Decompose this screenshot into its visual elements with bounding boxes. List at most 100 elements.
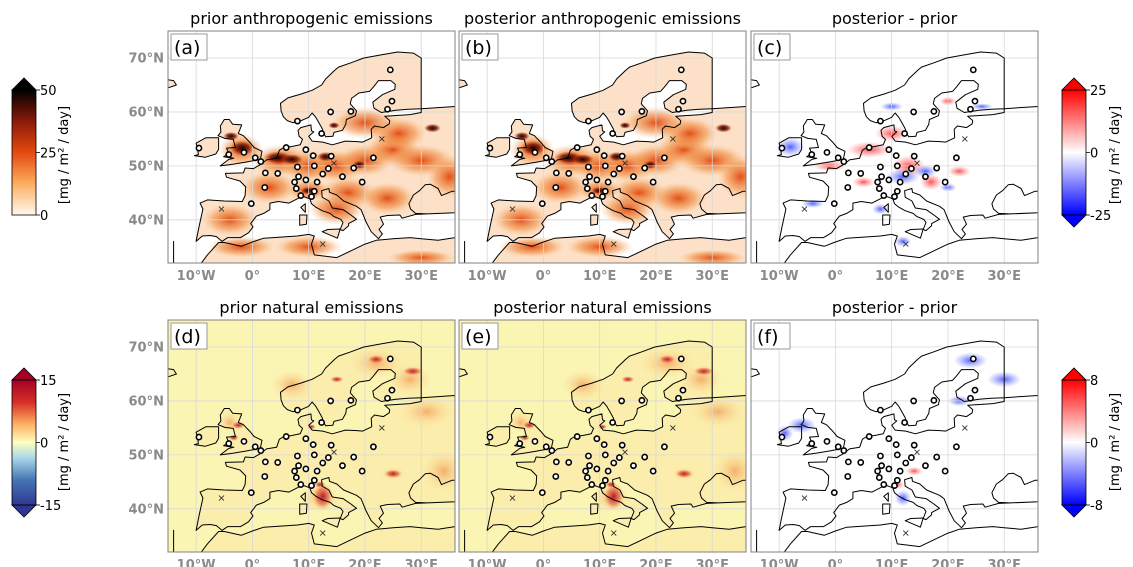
- station-marker: [902, 459, 910, 467]
- lon-tick-label: 20°E: [931, 269, 964, 284]
- colorbar-extend-min: [1061, 504, 1087, 518]
- coastline: [776, 137, 803, 158]
- emission-field: [280, 154, 304, 165]
- station-marker: [877, 452, 884, 460]
- station-marker: [313, 178, 321, 186]
- lon-tick-label: 30°E: [695, 558, 728, 567]
- station-marker: [641, 453, 649, 461]
- station-marker: [225, 151, 233, 158]
- coastline: [612, 228, 632, 239]
- colorbar-extend-max: [11, 367, 37, 381]
- station-marker: [384, 105, 391, 113]
- coastline: [904, 517, 924, 528]
- station-marker: [310, 451, 318, 459]
- coastline: [195, 340, 455, 531]
- emission-field: [619, 122, 631, 129]
- station-marker: [327, 108, 335, 116]
- colorbar-extend-max: [11, 77, 37, 91]
- station-marker: [302, 465, 310, 473]
- station-marker: [257, 158, 265, 165]
- station-marker: [877, 117, 884, 125]
- station-marker: [857, 170, 865, 177]
- station-cross-marker: [914, 449, 920, 456]
- colorbar-gradient: [12, 90, 36, 215]
- lon-tick-label: 10°W: [177, 269, 216, 284]
- coastline: [590, 214, 599, 226]
- colorbar-label: [mg / m² / day]: [1108, 393, 1123, 491]
- station-cross-marker: [331, 449, 337, 456]
- emission-field: [712, 449, 746, 493]
- emission-field: [269, 368, 315, 401]
- coastline: [756, 522, 1038, 552]
- emission-field: [402, 366, 423, 376]
- station-marker: [384, 394, 391, 402]
- station-marker: [844, 473, 852, 480]
- colorbar-label: [mg / m² / day]: [57, 393, 72, 491]
- station-marker: [585, 452, 592, 460]
- station-marker: [350, 453, 358, 461]
- station-marker: [593, 146, 601, 154]
- station-marker: [573, 433, 581, 440]
- panel-d: (d) prior natural emissions 70°N 60°N 50°N 40…: [129, 298, 456, 567]
- station-marker: [295, 462, 302, 470]
- emission-field: [520, 140, 546, 156]
- station-marker: [386, 355, 394, 363]
- station-marker: [516, 440, 524, 447]
- station-marker: [240, 148, 248, 156]
- station-marker: [641, 164, 649, 172]
- station-marker: [857, 459, 865, 466]
- station-marker: [292, 185, 300, 192]
- station-marker: [953, 154, 960, 162]
- station-marker: [677, 66, 685, 74]
- station-marker: [877, 163, 884, 171]
- panel-label-text: (f): [757, 326, 779, 348]
- station-marker: [318, 130, 326, 137]
- station-marker: [885, 146, 893, 154]
- panel-title: posterior - prior: [832, 298, 958, 317]
- coastline: [168, 79, 177, 89]
- station-marker: [565, 170, 573, 177]
- station-marker: [885, 435, 893, 443]
- lon-tick-label: 10°W: [177, 558, 216, 567]
- lon-tick-label: 10°E: [583, 558, 616, 567]
- emission-field: [852, 176, 875, 188]
- panel-label-text: (a): [174, 37, 200, 59]
- station-cross-marker: [218, 206, 225, 212]
- station-marker: [339, 462, 346, 470]
- station-marker: [516, 151, 524, 158]
- emission-field: [228, 434, 239, 441]
- station-marker: [247, 489, 255, 497]
- station-marker: [599, 193, 606, 201]
- coastline: [300, 492, 306, 502]
- station-marker: [880, 192, 888, 199]
- emission-field: [241, 171, 298, 204]
- station-marker: [310, 162, 318, 170]
- station-marker: [588, 481, 596, 488]
- station-marker: [969, 355, 977, 363]
- station-cross-marker: [622, 449, 628, 456]
- station-marker: [830, 489, 838, 497]
- emission-field: [970, 103, 993, 110]
- station-marker: [885, 176, 893, 184]
- emission-field: [693, 366, 714, 376]
- station-marker: [292, 474, 300, 481]
- colorbar-tick-label: 8: [1090, 374, 1098, 389]
- station-marker: [840, 447, 848, 454]
- emission-field: [359, 182, 416, 215]
- station-marker: [542, 443, 550, 451]
- panel-label: (a): [170, 33, 208, 61]
- station-marker: [877, 406, 884, 414]
- colorbar-gradient: [1062, 90, 1086, 215]
- station-marker: [865, 433, 873, 440]
- station-marker: [844, 458, 852, 466]
- station-marker: [552, 169, 560, 177]
- station-marker: [874, 178, 882, 186]
- lat-tick-label: 40°N: [129, 502, 164, 517]
- station-marker: [609, 130, 617, 137]
- station-marker: [907, 454, 915, 461]
- station-marker: [638, 396, 646, 404]
- coastline: [776, 426, 803, 447]
- station-cross-marker: [610, 241, 617, 247]
- station-marker: [601, 162, 609, 170]
